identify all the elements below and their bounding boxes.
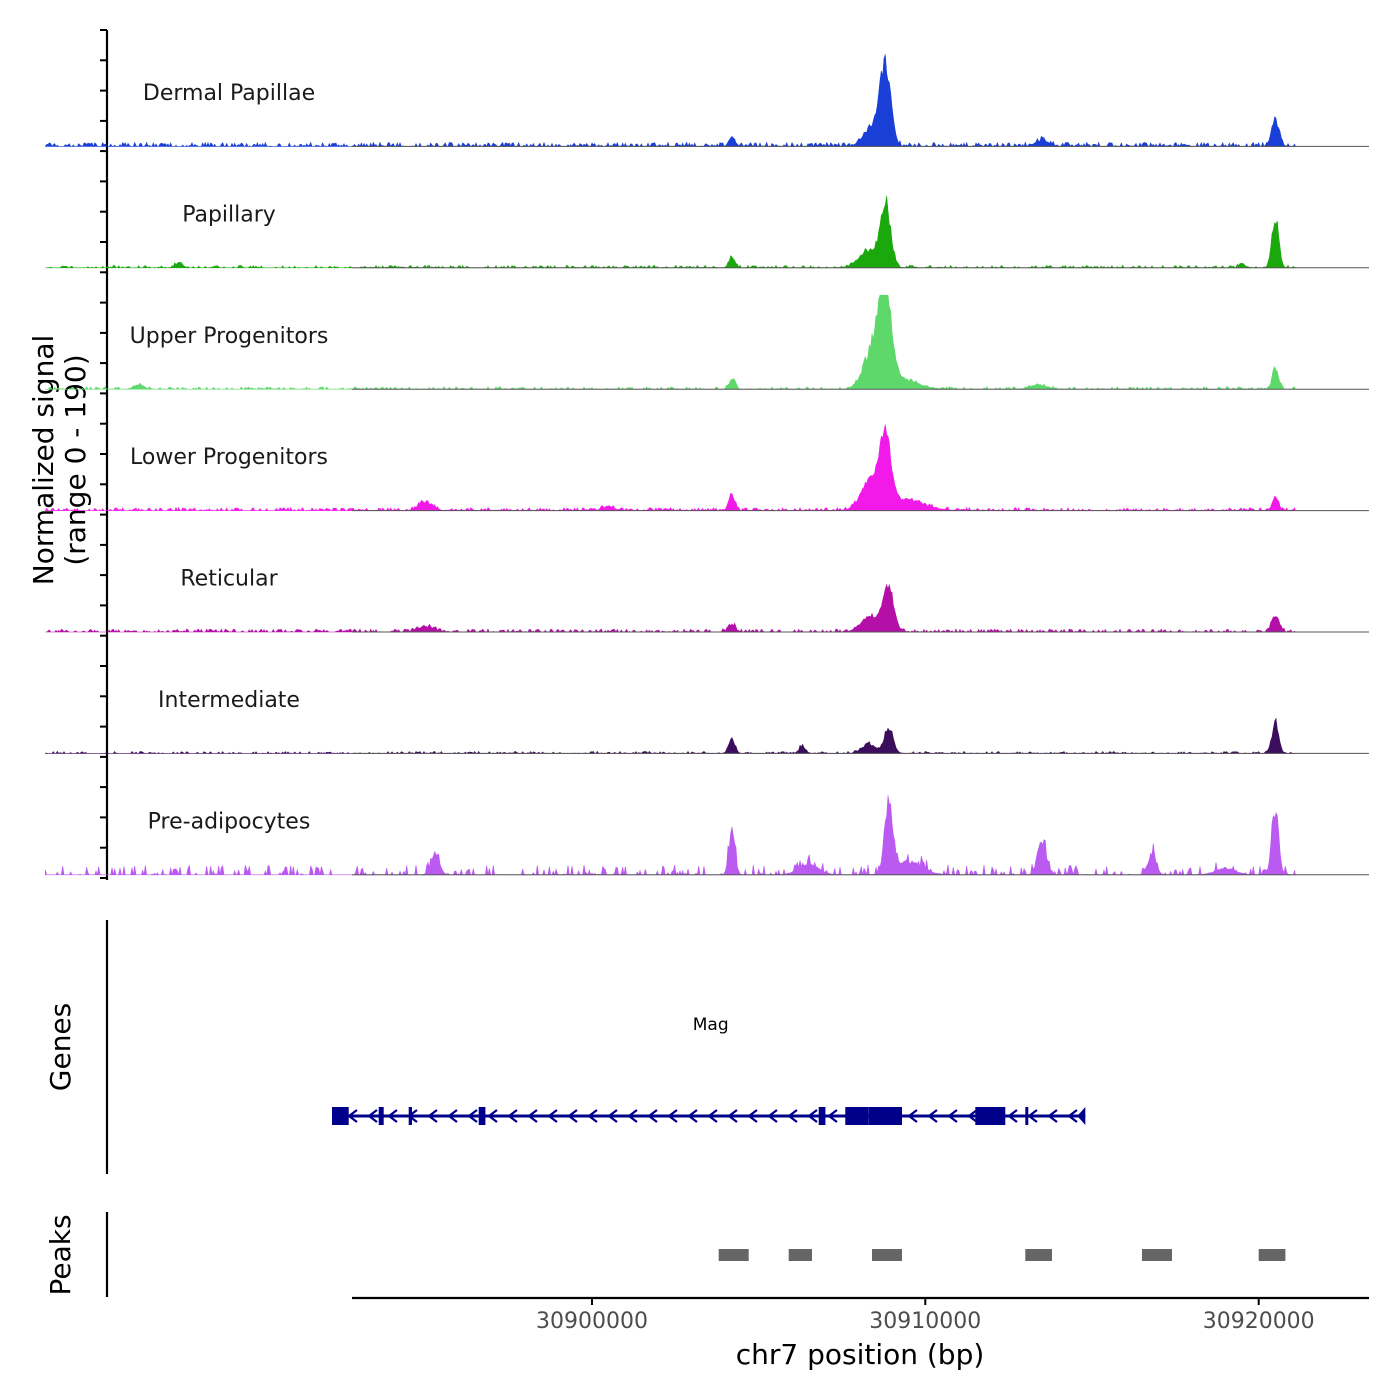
signal-y-ticks (100, 29, 107, 879)
strand-arrow (567, 1109, 578, 1123)
strand-arrow (487, 1109, 498, 1123)
strand-arrow (967, 1109, 978, 1123)
strand-arrow (1067, 1109, 1078, 1123)
genes-panel: Genes Mag (44, 920, 1086, 1174)
strand-arrow (347, 1109, 358, 1123)
genes-label: Genes (44, 1003, 77, 1091)
y-axis-title: Normalized signal (27, 335, 60, 586)
x-tick-label: 30910000 (869, 1309, 981, 1334)
signal-area (44, 424, 1296, 512)
peak-region (1025, 1249, 1052, 1261)
strand-arrow (827, 1109, 838, 1123)
strand-arrow (467, 1109, 478, 1123)
strand-arrow (767, 1109, 778, 1123)
peaks-panel: Peaks (44, 1212, 1286, 1297)
exon (408, 1107, 412, 1125)
gene-mag: Mag (332, 1015, 1086, 1125)
x-axis-label: chr7 position (bp) (736, 1338, 985, 1371)
strand-arrow (707, 1109, 718, 1123)
strand-arrow (667, 1109, 678, 1123)
y-axis-subtitle: (range 0 - 190) (59, 354, 92, 565)
track-upper-progenitors: Upper Progenitors (45, 294, 1369, 390)
signal-panel: Normalized signal (range 0 - 190) Dermal… (27, 29, 1369, 880)
strand-arrow (1007, 1109, 1018, 1123)
track-lower-progenitors: Lower Progenitors (44, 424, 1369, 512)
strand-arrow (807, 1109, 818, 1123)
track-papillary: Papillary (45, 195, 1369, 269)
track-reticular: Reticular (45, 567, 1369, 633)
x-axis: 30900000 30910000 30920000 chr7 position (… (352, 1296, 1369, 1371)
track-label: Intermediate (158, 688, 300, 713)
track-label: Papillary (182, 202, 276, 227)
peak-region (1258, 1249, 1286, 1261)
track-label: Pre-adipocytes (148, 809, 311, 834)
strand-arrow (747, 1109, 758, 1123)
exon (868, 1107, 892, 1125)
exon (975, 1107, 992, 1125)
peak-region (788, 1249, 812, 1261)
strand-arrow (647, 1109, 658, 1123)
strand-arrow (727, 1109, 738, 1123)
gene-end-marker (1077, 1107, 1086, 1125)
x-tick-label: 30900000 (536, 1309, 648, 1334)
exon (892, 1107, 902, 1125)
strand-arrow (627, 1109, 638, 1123)
peak-region (1142, 1249, 1172, 1261)
gene-name: Mag (693, 1015, 729, 1035)
peak-region (872, 1249, 902, 1261)
strand-arrow (687, 1109, 698, 1123)
exon (1025, 1107, 1029, 1125)
exon (332, 1107, 349, 1125)
exon (818, 1107, 826, 1125)
signal-tracks: Dermal Papillae Papillary Upper Progenitor… (44, 54, 1369, 876)
exon (992, 1107, 1006, 1125)
strand-arrow (787, 1109, 798, 1123)
strand-arrow (507, 1109, 518, 1123)
strand-arrow (547, 1109, 558, 1123)
track-label: Upper Progenitors (130, 324, 329, 349)
peak-region (718, 1249, 749, 1261)
strand-arrow (927, 1109, 938, 1123)
strand-arrow (947, 1109, 958, 1123)
strand-arrow (527, 1109, 538, 1123)
x-axis-ticks: 30900000 30910000 30920000 (536, 1298, 1315, 1334)
track-pre-adipocytes: Pre-adipocytes (45, 795, 1369, 876)
strand-arrow (1047, 1109, 1058, 1123)
strand-arrow (607, 1109, 618, 1123)
exon (478, 1107, 486, 1125)
strand-arrow (387, 1109, 398, 1123)
peaks-label: Peaks (44, 1214, 77, 1295)
track-intermediate: Intermediate (45, 688, 1369, 754)
strand-arrow (447, 1109, 458, 1123)
strand-arrow (587, 1109, 598, 1123)
track-label: Lower Progenitors (130, 445, 328, 470)
gene-models: Mag (332, 1015, 1086, 1125)
track-dermal-papillae: Dermal Papillae (44, 54, 1369, 148)
strand-arrow (907, 1109, 918, 1123)
strand-arrow (1027, 1109, 1038, 1123)
exon (378, 1107, 384, 1125)
exon (845, 1107, 869, 1125)
track-label: Reticular (180, 567, 278, 592)
peak-regions (718, 1249, 1286, 1261)
strand-arrow (367, 1109, 378, 1123)
x-tick-label: 30920000 (1203, 1309, 1315, 1334)
strand-arrow (427, 1109, 438, 1123)
track-label: Dermal Papillae (143, 81, 315, 106)
